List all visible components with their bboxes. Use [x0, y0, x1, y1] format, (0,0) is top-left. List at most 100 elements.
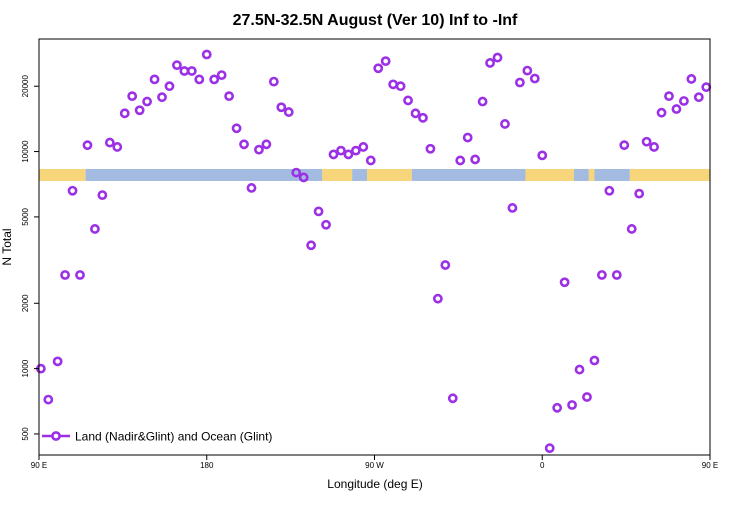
x-axis: 90 E 180 90 W 0 90 E [31, 455, 718, 470]
data-point-83 [656, 107, 667, 118]
surface-strip-land-6 [525, 168, 574, 181]
data-point-51 [418, 112, 428, 123]
data-point-85 [671, 104, 682, 114]
data-point-2 [52, 356, 63, 367]
data-point-16 [157, 92, 167, 103]
plot-frame [38, 38, 711, 456]
data-point-52 [425, 143, 436, 154]
data-point-56 [455, 155, 466, 166]
data-point-44 [365, 155, 376, 166]
data-point-75 [596, 270, 607, 280]
y-axis: 500 1000 2000 5000 10000 20000 [21, 75, 39, 441]
data-point-19 [179, 66, 190, 76]
data-point-39 [328, 149, 339, 160]
data-point-86 [679, 96, 689, 106]
data-point-27 [239, 139, 249, 150]
x-axis-label: Longitude (deg E) [327, 477, 422, 491]
data-point-6 [82, 140, 93, 151]
y-tick-label-1000: 1000 [21, 359, 30, 377]
surface-strip-ocean-7 [573, 168, 589, 181]
data-point-26 [231, 123, 242, 134]
data-point-57 [462, 132, 473, 143]
data-point-55 [447, 393, 458, 404]
surface-strip-ocean-3 [352, 168, 368, 181]
surface-strip-ocean-1 [85, 168, 323, 181]
data-point-18 [172, 60, 182, 71]
data-point-1 [43, 394, 54, 405]
data-point-33 [283, 107, 294, 117]
chart-title: 27.5N-32.5N August (Ver 10) Inf to -Inf [233, 12, 518, 29]
data-point-8 [97, 190, 108, 201]
data-point-23 [209, 74, 220, 85]
data-points [35, 49, 712, 454]
data-point-21 [194, 74, 205, 85]
data-point-81 [641, 136, 652, 147]
data-point-28 [246, 183, 257, 193]
x-tick-label-0: 90 E [31, 461, 47, 470]
data-point-49 [403, 95, 413, 106]
data-point-63 [507, 203, 518, 213]
data-point-68 [544, 443, 555, 454]
y-tick-label-2000: 2000 [21, 294, 30, 312]
data-point-53 [432, 293, 443, 304]
data-point-84 [664, 91, 674, 102]
data-point-58 [470, 154, 481, 165]
data-point-14 [142, 96, 153, 107]
data-point-66 [529, 73, 540, 84]
data-point-64 [514, 77, 525, 88]
surface-strip-land-4 [367, 168, 412, 181]
data-point-40 [336, 145, 346, 156]
data-point-71 [567, 400, 577, 410]
data-point-22 [201, 49, 212, 60]
x-tick-label-4: 90 E [702, 461, 718, 470]
data-point-77 [611, 270, 622, 280]
data-point-13 [134, 105, 145, 116]
y-tick-label-500: 500 [21, 427, 30, 441]
data-point-24 [216, 70, 227, 81]
data-point-60 [485, 58, 495, 68]
data-point-32 [276, 102, 287, 113]
data-point-10 [112, 142, 123, 152]
data-point-38 [321, 219, 331, 230]
data-point-17 [164, 81, 175, 92]
data-point-5 [75, 270, 85, 280]
data-point-3 [60, 270, 70, 280]
data-point-80 [634, 188, 645, 199]
data-point-15 [149, 74, 160, 85]
x-tick-label-1: 180 [200, 461, 214, 470]
data-point-62 [500, 119, 510, 129]
data-point-29 [254, 144, 264, 155]
surface-strip-land-0 [39, 168, 86, 181]
data-point-65 [522, 65, 533, 76]
data-point-69 [552, 402, 563, 413]
surface-strip-land-10 [629, 168, 710, 181]
data-point-11 [119, 108, 130, 119]
data-point-59 [477, 96, 488, 107]
data-point-42 [350, 145, 361, 156]
surface-strip-land-8 [588, 168, 595, 181]
data-point-47 [388, 79, 399, 90]
data-point-87 [686, 74, 697, 84]
data-point-74 [589, 355, 600, 366]
data-point-54 [440, 260, 451, 270]
data-point-25 [224, 91, 235, 102]
data-point-78 [619, 140, 630, 151]
data-point-70 [559, 277, 570, 288]
data-point-35 [298, 172, 309, 183]
data-point-34 [291, 167, 302, 178]
y-tick-label-10000: 10000 [21, 140, 30, 163]
data-point-37 [313, 206, 324, 217]
legend: Land (Nadir&Glint) and Ocean (Glint) [42, 430, 272, 444]
data-point-67 [537, 150, 548, 161]
x-tick-label-3: 0 [540, 461, 545, 470]
data-point-89 [701, 82, 712, 93]
y-tick-label-20000: 20000 [21, 75, 30, 98]
x-tick-label-2: 90 W [365, 461, 384, 470]
legend-label: Land (Nadir&Glint) and Ocean (Glint) [75, 430, 272, 444]
data-point-36 [306, 240, 317, 251]
data-point-72 [574, 364, 585, 375]
data-point-76 [604, 185, 615, 196]
surface-strip [39, 168, 710, 181]
data-point-50 [410, 108, 421, 119]
data-point-7 [90, 224, 100, 234]
